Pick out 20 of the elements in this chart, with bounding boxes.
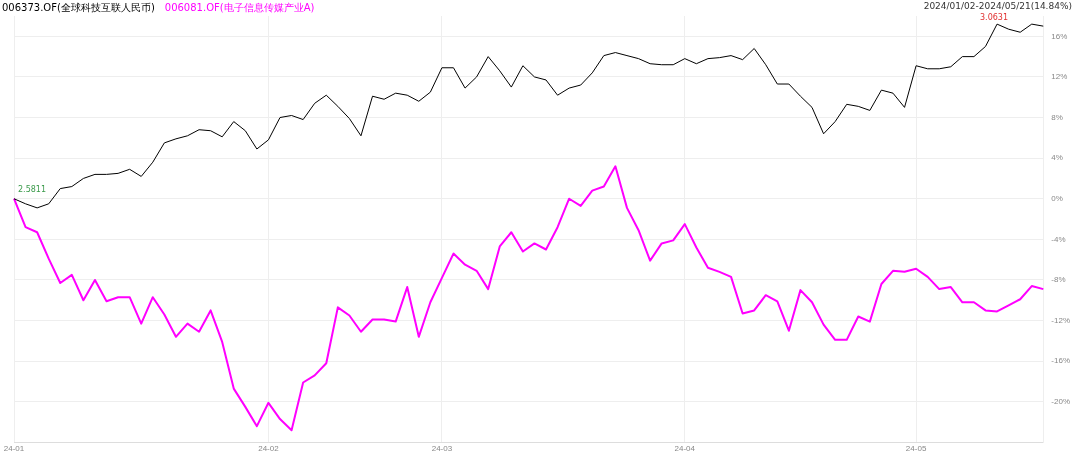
y-tick-label: -4% bbox=[1051, 234, 1066, 244]
text: 2024/01/02-2024/05/21(14.84%) bbox=[923, 1, 1072, 11]
y-tick-label: -8% bbox=[1051, 275, 1066, 285]
y-tick-label: -20% bbox=[1051, 396, 1071, 406]
x-tick-label: 24-03 bbox=[431, 444, 453, 454]
y-tick-label: 0% bbox=[1051, 193, 1063, 203]
x-tick-label: 24-05 bbox=[905, 444, 927, 454]
y-tick-label: -16% bbox=[1051, 356, 1071, 366]
y-tick-label: 12% bbox=[1051, 72, 1068, 82]
x-tick-label: 24-01 bbox=[3, 444, 25, 454]
y-tick-label: 16% bbox=[1051, 31, 1068, 41]
text: 006081.OF(电子信息传媒产业A) bbox=[164, 2, 315, 13]
annotation: 2.5811 bbox=[18, 185, 46, 194]
y-tick-label: -12% bbox=[1051, 315, 1071, 325]
y-tick-label: 8% bbox=[1051, 112, 1063, 122]
y-tick-label: 4% bbox=[1051, 153, 1063, 163]
text: 006373.OF(全球科技互联人民币) bbox=[2, 2, 155, 13]
x-tick-label: 24-04 bbox=[674, 444, 696, 454]
annotation: 3.0631 bbox=[980, 13, 1008, 22]
x-tick-label: 24-02 bbox=[258, 444, 280, 454]
